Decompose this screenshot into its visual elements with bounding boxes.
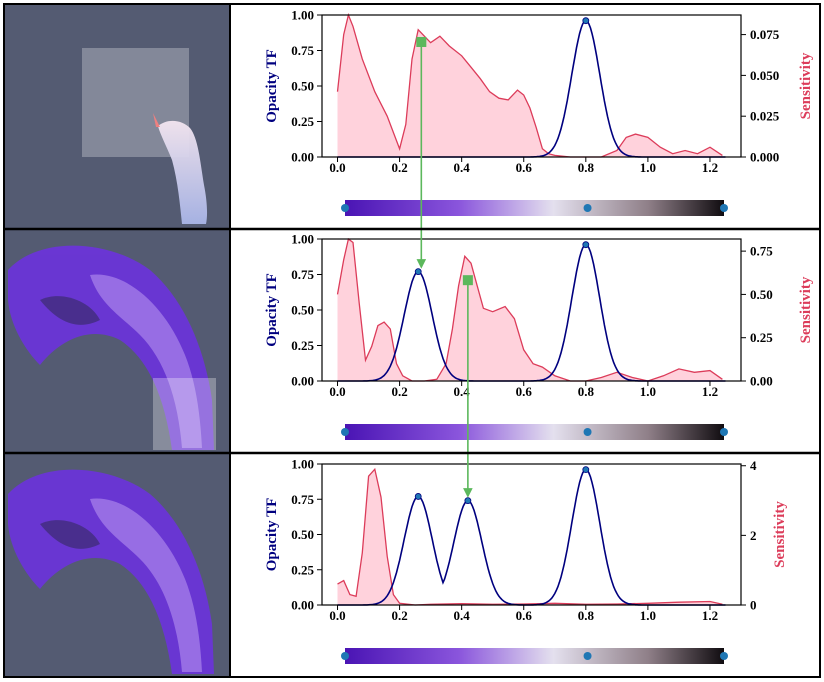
y-tick-label: 0.00 xyxy=(291,150,314,165)
smoke-plume xyxy=(8,469,214,674)
colorbar-point xyxy=(341,204,349,212)
y2-axis-label: Sensitivity xyxy=(798,52,814,119)
x-tick-label: 1.2 xyxy=(702,384,718,399)
colorbar-point xyxy=(720,652,728,660)
x-tick-label: 0.6 xyxy=(516,608,533,623)
colorbar-point xyxy=(720,428,728,436)
x-tick-label: 0.2 xyxy=(391,608,407,623)
y-tick-label: 0.50 xyxy=(291,79,314,94)
control-point xyxy=(582,466,590,474)
y2-tick-label: 0.025 xyxy=(750,109,780,124)
x-tick-label: 1.0 xyxy=(640,608,656,623)
colorbar xyxy=(345,648,724,664)
y2-tick-label: 0.75 xyxy=(750,244,773,259)
y-tick-label: 0.25 xyxy=(291,338,314,353)
colorbar-point xyxy=(583,652,592,660)
colorbar-point xyxy=(583,428,592,436)
render-panel-2 xyxy=(5,230,229,452)
sensitivity-area xyxy=(337,469,723,605)
colorbar-point xyxy=(341,428,349,436)
control-point xyxy=(582,241,590,249)
y-axis-label: Opacity TF xyxy=(264,49,280,122)
chart-2: 0.0 0.2 0.4 0.6 0.8 1.0 1.2 0.00 0.25 0.50 0.75 1.0… xyxy=(264,232,814,440)
x-tick-label: 1.0 xyxy=(640,160,656,175)
plume-highlight xyxy=(90,274,202,448)
x-tick-label: 0.6 xyxy=(516,384,533,399)
y2-tick-label: 0 xyxy=(750,598,757,613)
x-tick-label: 0.8 xyxy=(578,160,595,175)
y2-tick-label: 0.075 xyxy=(750,27,780,42)
y2-tick-label: 0.25 xyxy=(750,330,773,345)
y-tick-label: 1.00 xyxy=(291,232,314,247)
y-tick-label: 0.75 xyxy=(291,492,314,507)
render-panel-1 xyxy=(5,5,229,228)
sensitivity-line xyxy=(336,237,723,382)
y-axis-label: Opacity TF xyxy=(264,498,280,571)
y2-tick-label: 0.050 xyxy=(750,68,779,83)
y2-tick-label: 0.50 xyxy=(750,287,773,302)
y-tick-label: 1.00 xyxy=(291,457,314,472)
y2-tick-label: 4 xyxy=(750,458,757,473)
sensitivity-area xyxy=(337,15,723,157)
x-tick-label: 0.6 xyxy=(516,160,533,175)
x-tick-label: 0.8 xyxy=(578,608,595,623)
y-tick-label: 0.75 xyxy=(291,43,314,58)
y-tick-label: 0.75 xyxy=(291,267,314,282)
x-tick-label: 0.4 xyxy=(454,608,471,623)
colorbar-point xyxy=(720,204,728,212)
control-point xyxy=(414,493,422,500)
selection-box xyxy=(153,378,216,450)
x-tick-label: 0.4 xyxy=(454,160,471,175)
sensitivity-line xyxy=(336,12,723,158)
control-point xyxy=(582,17,590,25)
y-tick-label: 0.00 xyxy=(291,374,314,389)
y2-axis-label: Sensitivity xyxy=(798,276,814,343)
colorbar-point xyxy=(341,652,349,660)
chart-1: 0.0 0.2 0.4 0.6 0.8 1.0 1.2 0.00 0.25 0.50 0.75 1.0… xyxy=(264,8,814,216)
y2-tick-label: 0.000 xyxy=(750,150,779,165)
y2-axis-label: Sensitivity xyxy=(772,501,788,568)
y2-tick-label: 2 xyxy=(750,528,757,543)
x-tick-label: 0.8 xyxy=(578,384,595,399)
smoke-plume xyxy=(8,245,214,450)
y-tick-label: 0.00 xyxy=(291,598,314,613)
plume-highlight xyxy=(90,498,202,672)
y-tick-label: 1.00 xyxy=(291,8,314,23)
x-tick-label: 0.0 xyxy=(329,384,345,399)
x-tick-label: 1.2 xyxy=(702,160,718,175)
x-tick-label: 0.4 xyxy=(454,384,471,399)
selection-arrow xyxy=(462,275,473,498)
y-tick-label: 0.25 xyxy=(291,562,314,577)
x-tick-label: 0.0 xyxy=(329,160,345,175)
control-point xyxy=(414,268,422,276)
x-tick-label: 1.0 xyxy=(640,384,656,399)
colorbar-point xyxy=(583,204,592,212)
y-tick-label: 0.50 xyxy=(291,303,314,318)
colorbar xyxy=(345,200,724,216)
outer-border xyxy=(3,3,821,678)
plume-shadow xyxy=(40,520,100,549)
y-tick-label: 0.50 xyxy=(291,527,314,542)
plume-shadow xyxy=(40,296,100,325)
y-axis-label: Opacity TF xyxy=(264,273,280,346)
x-tick-label: 0.2 xyxy=(391,384,407,399)
x-tick-label: 0.0 xyxy=(329,608,345,623)
plume-tip xyxy=(153,113,160,127)
chart-3: 0.0 0.2 0.4 0.6 0.8 1.0 1.2 0.00 0.25 0.50 0.75 1.0… xyxy=(264,457,788,664)
y-tick-label: 0.25 xyxy=(291,114,314,129)
control-point xyxy=(464,497,472,505)
colorbar xyxy=(345,424,724,440)
smoke-plume xyxy=(158,120,208,224)
y2-tick-label: 0.00 xyxy=(750,374,773,389)
render-panel-3 xyxy=(5,454,229,676)
x-tick-label: 1.2 xyxy=(702,608,718,623)
x-tick-label: 0.2 xyxy=(391,160,407,175)
sensitivity-area xyxy=(337,239,723,381)
